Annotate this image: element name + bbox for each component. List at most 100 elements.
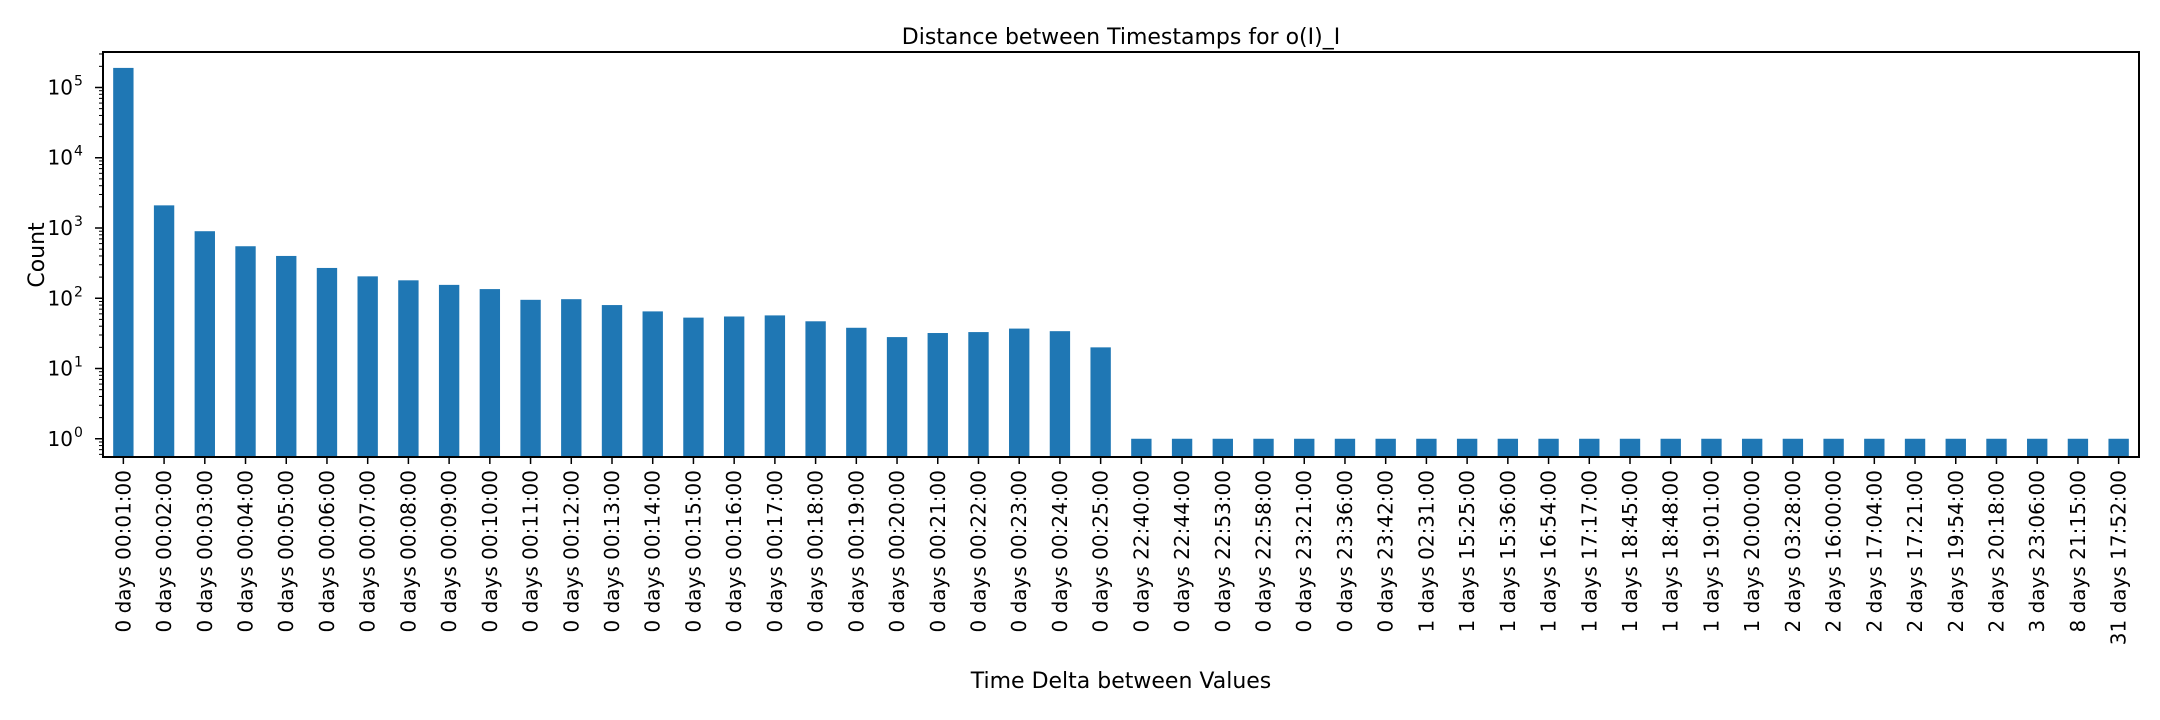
x-tick-label: 0 days 00:08:00 bbox=[396, 470, 420, 632]
bar bbox=[1782, 438, 1804, 457]
bar bbox=[1823, 438, 1844, 457]
x-tick-label: 0 days 00:19:00 bbox=[844, 470, 868, 632]
x-tick-label: 0 days 00:18:00 bbox=[804, 470, 828, 632]
bar bbox=[479, 289, 501, 457]
x-axis: 0 days 00:01:00 0 days 00:02:00 0 days 00:… bbox=[111, 457, 2131, 645]
x-tick-label: 1 days 18:45:00 bbox=[1618, 470, 1642, 632]
bar bbox=[1701, 438, 1722, 457]
bar bbox=[113, 67, 134, 457]
x-tick-label: 2 days 17:21:00 bbox=[1903, 470, 1927, 632]
bars-group bbox=[113, 67, 2129, 457]
x-tick-label: 1 days 16:54:00 bbox=[1537, 470, 1561, 632]
y-tick-exponent: 3 bbox=[74, 214, 83, 230]
x-tick-label: 0 days 00:05:00 bbox=[274, 470, 298, 632]
x-tick-label: 0 days 23:21:00 bbox=[1292, 470, 1316, 632]
x-tick-label: 1 days 15:25:00 bbox=[1455, 470, 1479, 632]
x-tick-label: 8 days 21:15:00 bbox=[2066, 470, 2090, 632]
bar bbox=[520, 299, 541, 457]
bar bbox=[235, 246, 256, 457]
bar bbox=[1619, 438, 1641, 457]
x-tick-label: 0 days 00:07:00 bbox=[356, 470, 380, 632]
x-tick-label: 0 days 00:16:00 bbox=[722, 470, 746, 632]
bar bbox=[1497, 438, 1519, 457]
x-tick-label: 0 days 00:17:00 bbox=[763, 470, 787, 632]
x-tick-label: 0 days 00:06:00 bbox=[315, 470, 339, 632]
bar bbox=[276, 255, 297, 457]
x-tick-label: 0 days 00:15:00 bbox=[681, 470, 705, 632]
y-tick-exponent: 4 bbox=[74, 144, 83, 160]
x-tick-label: 0 days 00:12:00 bbox=[559, 470, 583, 632]
bar bbox=[886, 337, 908, 457]
x-tick-label: 1 days 17:17:00 bbox=[1577, 470, 1601, 632]
bar bbox=[316, 267, 338, 457]
x-tick-label: 2 days 16:00:00 bbox=[1822, 470, 1846, 632]
bar bbox=[764, 315, 786, 457]
y-tick-label: 10 bbox=[48, 216, 73, 240]
bar bbox=[1212, 438, 1233, 457]
bar bbox=[438, 284, 460, 457]
y-tick-exponent: 1 bbox=[74, 355, 83, 371]
x-axis-label: Time Delta between Values bbox=[970, 669, 1272, 694]
bar bbox=[1741, 438, 1763, 457]
bar bbox=[1986, 438, 2007, 457]
y-tick-exponent: 0 bbox=[74, 425, 83, 441]
x-tick-label: 0 days 00:25:00 bbox=[1089, 470, 1113, 632]
x-tick-label: 31 days 17:52:00 bbox=[2107, 470, 2131, 645]
bar bbox=[1416, 438, 1437, 457]
bar bbox=[357, 276, 378, 457]
y-tick-label: 10 bbox=[48, 286, 73, 310]
bar bbox=[1456, 438, 1478, 457]
bar bbox=[1864, 438, 1885, 457]
x-tick-label: 2 days 20:18:00 bbox=[1984, 470, 2008, 632]
x-tick-label: 1 days 02:31:00 bbox=[1414, 470, 1438, 632]
x-tick-label: 0 days 22:53:00 bbox=[1211, 470, 1235, 632]
x-tick-label: 0 days 00:24:00 bbox=[1048, 470, 1072, 632]
bar bbox=[846, 327, 867, 457]
x-tick-label: 0 days 00:13:00 bbox=[600, 470, 624, 632]
x-tick-label: 1 days 19:01:00 bbox=[1699, 470, 1723, 632]
bar bbox=[1904, 438, 1926, 457]
bar bbox=[1945, 438, 1966, 457]
x-tick-label: 0 days 00:22:00 bbox=[966, 470, 990, 632]
bar bbox=[1660, 438, 1681, 457]
x-tick-label: 0 days 00:10:00 bbox=[478, 470, 502, 632]
bar bbox=[2108, 438, 2129, 457]
x-tick-label: 0 days 00:20:00 bbox=[885, 470, 909, 632]
y-tick-label: 10 bbox=[48, 146, 73, 170]
y-tick-label: 10 bbox=[48, 357, 73, 381]
x-tick-label: 0 days 22:58:00 bbox=[1252, 470, 1276, 632]
x-tick-label: 2 days 19:54:00 bbox=[1944, 470, 1968, 632]
x-tick-label: 2 days 17:04:00 bbox=[1862, 470, 1886, 632]
bar bbox=[1171, 438, 1193, 457]
x-tick-label: 0 days 00:02:00 bbox=[152, 470, 176, 632]
bar bbox=[1131, 438, 1152, 457]
bar bbox=[968, 332, 989, 457]
x-tick-label: 0 days 00:04:00 bbox=[234, 470, 258, 632]
x-tick-label: 2 days 03:28:00 bbox=[1781, 470, 1805, 632]
bar bbox=[1009, 328, 1030, 457]
chart-title: Distance between Timestamps for o(I)_I bbox=[902, 25, 1340, 50]
bar bbox=[1538, 438, 1559, 457]
bar bbox=[723, 316, 745, 457]
x-tick-label: 3 days 23:06:00 bbox=[2025, 470, 2049, 632]
y-tick-label: 10 bbox=[48, 427, 73, 451]
bar bbox=[194, 231, 215, 457]
bar bbox=[1334, 438, 1356, 457]
bar bbox=[561, 299, 582, 457]
bar bbox=[601, 305, 623, 457]
x-tick-label: 0 days 00:21:00 bbox=[926, 470, 950, 632]
x-tick-label: 1 days 20:00:00 bbox=[1740, 470, 1764, 632]
bar bbox=[398, 280, 419, 457]
x-tick-label: 0 days 00:14:00 bbox=[641, 470, 665, 632]
y-tick-exponent: 5 bbox=[74, 73, 83, 89]
x-tick-label: 0 days 00:09:00 bbox=[437, 470, 461, 632]
x-tick-label: 0 days 23:36:00 bbox=[1333, 470, 1357, 632]
plot-frame bbox=[102, 51, 2140, 458]
x-tick-label: 0 days 00:03:00 bbox=[193, 470, 217, 632]
bar bbox=[1049, 331, 1071, 457]
x-tick-label: 0 days 23:42:00 bbox=[1374, 470, 1398, 632]
bar bbox=[927, 333, 948, 457]
bar bbox=[1253, 438, 1274, 457]
bar bbox=[153, 205, 175, 457]
bar bbox=[1375, 438, 1396, 457]
